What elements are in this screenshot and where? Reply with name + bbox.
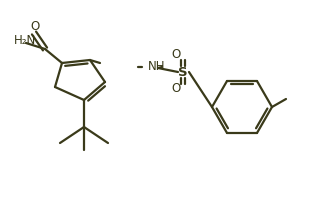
Text: H₂N: H₂N <box>14 34 36 48</box>
Text: NH: NH <box>148 60 165 74</box>
Text: O: O <box>30 20 40 32</box>
Text: O: O <box>171 83 181 95</box>
Text: O: O <box>171 49 181 61</box>
Text: S: S <box>178 66 188 78</box>
